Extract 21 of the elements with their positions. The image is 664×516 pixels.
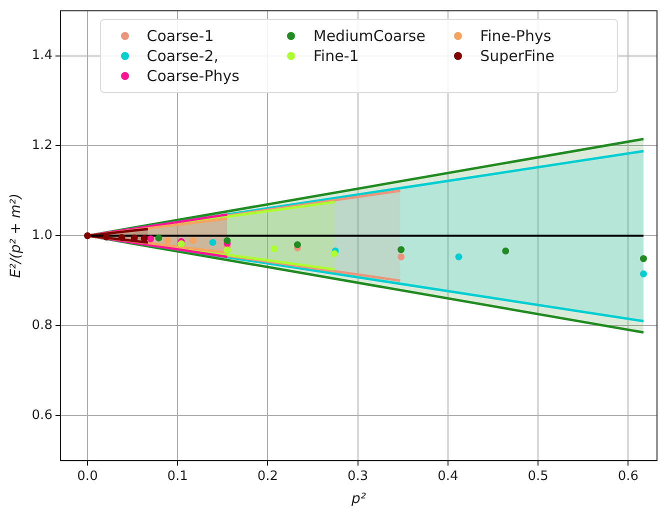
y-tick-label: 0.8 (32, 318, 52, 334)
x-tick-label: 0.0 (77, 468, 98, 484)
x-axis-title: p² (350, 491, 366, 508)
legend-label: Coarse-1 (146, 26, 214, 45)
y-tick-label: 1.0 (32, 228, 52, 244)
y-axis-title: E²/(p² + m²) (8, 193, 24, 278)
x-tick-label: 0.2 (257, 468, 278, 484)
y-tick-label: 1.2 (32, 138, 52, 154)
x-tick-label: 0.6 (618, 468, 639, 484)
y-tick-label: 1.4 (32, 48, 52, 64)
legend-label: Fine-Phys (480, 26, 552, 45)
x-tick-label: 0.5 (528, 468, 548, 484)
x-tick-label: 0.3 (347, 468, 368, 484)
legend-label: MediumCoarse (313, 26, 426, 45)
x-tick-label: 0.1 (167, 468, 188, 484)
legend-label: Fine-1 (313, 46, 359, 65)
legend-label: Coarse-Phys (146, 66, 240, 85)
x-tick-label: 0.4 (438, 468, 458, 484)
legend-label: SuperFine (480, 46, 554, 65)
y-tick-label: 0.6 (32, 408, 52, 423)
legend-label: Coarse-2, (146, 46, 219, 65)
